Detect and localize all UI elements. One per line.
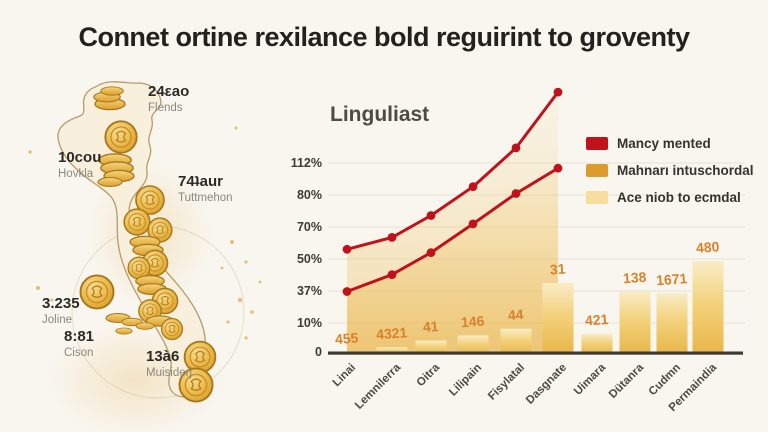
x-axis-label: Lemnilerra (353, 361, 403, 411)
line-marker (387, 270, 397, 279)
map-callout: 24εao Flends (148, 83, 190, 115)
page-title: Connet ortine rexilance bold reguirint t… (78, 22, 690, 52)
line-marker (468, 219, 478, 229)
bar-value-label: 4321 (376, 324, 408, 342)
combo-chart: 112% 80% 70% 50% 37% 10% 0 455 4321 41 146 44 31 421 1… (291, 87, 745, 414)
line-marker (553, 87, 563, 97)
bar (542, 283, 574, 354)
callout-name: Cison (64, 346, 94, 359)
callout-name: Hovkla (58, 167, 94, 180)
bar-value-label: 41 (422, 318, 439, 335)
callout-value: 8:81 (64, 328, 95, 345)
y-axis-tick: 80% (297, 188, 322, 202)
callout-name: Muisiderj (146, 366, 193, 379)
callout-value: 74ʇaur (178, 173, 224, 190)
callout-name: Flends (148, 101, 183, 114)
y-axis-tick: 0 (315, 345, 322, 359)
callout-name: Joline (42, 313, 73, 326)
legend-item: Mancy mented (586, 130, 754, 157)
x-axis-label: Oitra (415, 361, 443, 389)
bar-value-label: 480 (695, 238, 720, 256)
bar (581, 333, 613, 354)
y-axis-tick: 37% (297, 284, 322, 298)
line-marker (468, 182, 478, 192)
x-axis-label: Dasgnate (524, 362, 569, 407)
x-axis-label: Fisylatal (486, 362, 527, 403)
vietnam-gold-map (28, 81, 262, 432)
chart-title: Linguliast (330, 103, 430, 126)
bar-value-label: 44 (507, 306, 524, 323)
y-axis-tick: 10% (297, 316, 322, 330)
x-axis-label: Uimara (572, 361, 608, 397)
line-marker (342, 287, 352, 296)
bar-value-label: 31 (549, 261, 566, 278)
bar-value-label: 138 (622, 269, 647, 287)
y-axis-tick: 50% (297, 252, 322, 266)
map-callout: 13à6 Muisiderj (146, 348, 193, 380)
map-callout: 74ʇaur Tuttmehon (178, 173, 233, 205)
bar (415, 340, 447, 354)
line-area-fill (347, 168, 558, 354)
legend-label: Mahnarı intuschordal (617, 163, 754, 178)
callout-value: 3.235 (42, 295, 80, 312)
line-marker (511, 189, 521, 198)
legend-label: Ace niob to ecmdal (617, 190, 741, 205)
gold-speckles (28, 126, 262, 340)
map-callout: 3.235 Joline (42, 295, 80, 327)
bar (692, 261, 724, 354)
bar-value-label: 1671 (656, 270, 688, 288)
y-axis-tick: 112% (291, 156, 322, 170)
legend-swatch-orange (586, 164, 608, 177)
bar-value-label: 146 (460, 313, 485, 331)
bar-value-label: 455 (334, 330, 359, 348)
trend-line (346, 166, 559, 293)
line-marker (511, 143, 521, 153)
line-marker (426, 211, 436, 220)
trend-line (346, 91, 560, 251)
bar (376, 347, 408, 354)
callout-name: Tuttmehon (178, 191, 233, 204)
legend-item: Ace niob to ecmdal (586, 184, 754, 211)
x-axis-line (328, 351, 743, 355)
callout-value: 10cou (58, 149, 102, 166)
bar-value-label: 421 (584, 311, 609, 329)
chart-legend: Mancy mented Mahnarı intuschordal Ace ni… (586, 130, 754, 211)
legend-swatch-red (586, 137, 608, 150)
x-axis-label: Cudmn (647, 362, 683, 398)
x-axis-label: Linai (331, 362, 358, 389)
callout-value: 13à6 (146, 348, 180, 365)
line-marker (426, 248, 436, 257)
map-callout: 8:81 Cison (64, 328, 95, 360)
legend-swatch-yellow (586, 191, 608, 204)
bar (619, 291, 651, 354)
y-axis-tick: 70% (297, 220, 322, 234)
bar (656, 293, 688, 354)
line-marker (387, 233, 397, 242)
line-marker (553, 163, 563, 173)
legend-label: Mancy mented (617, 136, 711, 151)
bar (457, 335, 489, 354)
legend-item: Mahnarı intuschordal (586, 157, 754, 184)
line-marker (342, 244, 352, 254)
x-axis-label: Dütanra (607, 361, 647, 401)
map-callout: 10cou Hovkla (58, 149, 102, 181)
bar (500, 328, 532, 354)
x-axis-label: Lilipain (447, 362, 484, 399)
callout-value: 24εao (148, 83, 190, 100)
